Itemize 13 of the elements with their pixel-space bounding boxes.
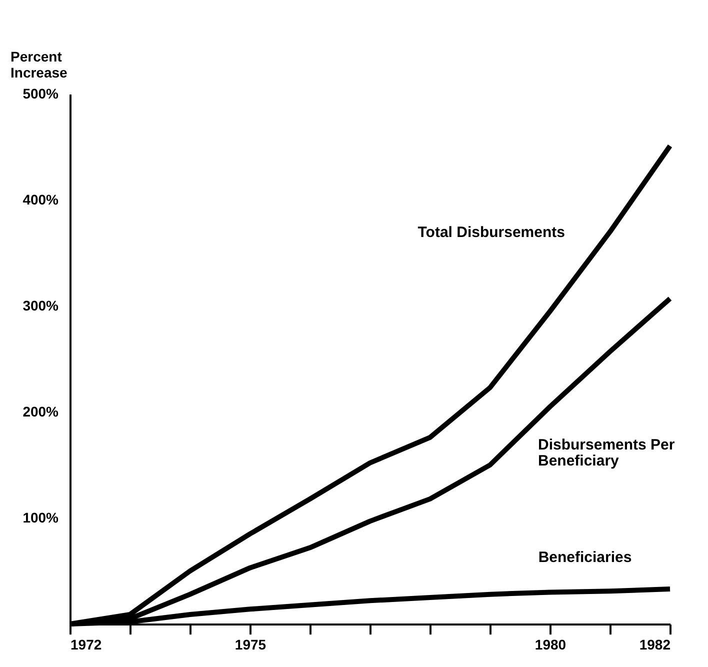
x-tick-label: 1982	[639, 636, 671, 652]
y-tick-label: 300%	[22, 298, 60, 314]
y-tick-label: 100%	[22, 510, 60, 526]
y-tick-label: 500%	[22, 86, 60, 102]
text: Total Disbursements	[418, 224, 565, 241]
y-tick-label: 200%	[22, 404, 60, 420]
x-tick-label: 1972	[70, 636, 102, 652]
series-label: Beneficiaries	[538, 549, 632, 566]
series-label: Disbursements Per Beneficiary	[538, 436, 675, 470]
y-tick-label: 400%	[22, 192, 60, 208]
x-tick-label: 1980	[534, 636, 566, 652]
y-axis-title: Percent Increase	[10, 48, 68, 80]
x-tick-label: 1975	[234, 636, 266, 652]
